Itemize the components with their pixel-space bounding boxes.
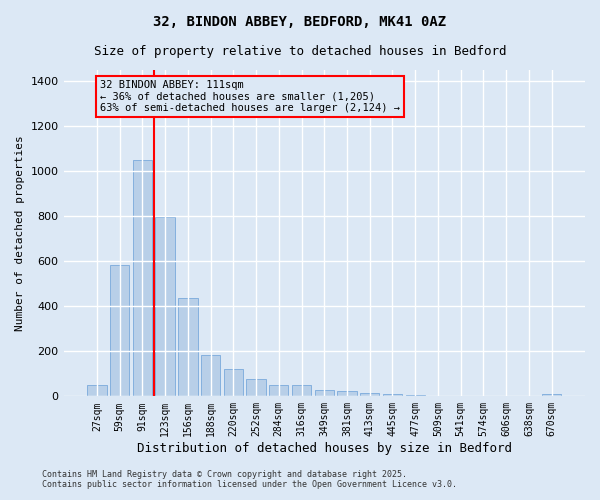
Bar [406,394,425,396]
Bar [542,394,561,396]
Bar [269,385,289,396]
Bar [87,385,107,396]
Text: 32 BINDON ABBEY: 111sqm
← 36% of detached houses are smaller (1,205)
63% of semi: 32 BINDON ABBEY: 111sqm ← 36% of detache… [100,80,400,114]
Text: 32, BINDON ABBEY, BEDFORD, MK41 0AZ: 32, BINDON ABBEY, BEDFORD, MK41 0AZ [154,15,446,29]
Bar [292,385,311,396]
Bar [133,160,152,396]
Bar [178,298,197,396]
Text: Contains HM Land Registry data © Crown copyright and database right 2025.
Contai: Contains HM Land Registry data © Crown c… [42,470,457,489]
Bar [383,394,402,396]
Bar [201,355,220,397]
Bar [155,218,175,396]
Bar [224,368,243,396]
Text: Size of property relative to detached houses in Bedford: Size of property relative to detached ho… [94,45,506,58]
Bar [360,393,379,396]
Bar [314,390,334,396]
Bar [247,380,266,396]
Y-axis label: Number of detached properties: Number of detached properties [15,136,25,331]
X-axis label: Distribution of detached houses by size in Bedford: Distribution of detached houses by size … [137,442,512,455]
Bar [110,265,130,396]
Bar [337,392,356,396]
